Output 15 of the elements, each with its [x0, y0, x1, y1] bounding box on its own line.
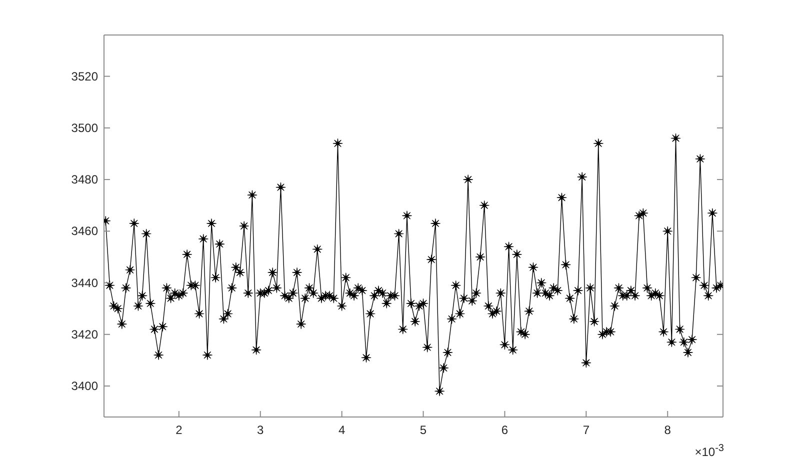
text: ×10$^{-3}$ [694, 442, 724, 459]
y-tick-label: 3520 [71, 69, 98, 84]
y-tick-label: 3500 [71, 120, 98, 135]
x-tick-label: 3 [257, 423, 264, 437]
y-tick-label: 3480 [71, 172, 98, 187]
x-tick-label: 5 [420, 423, 427, 437]
x-tick-label: 2 [176, 423, 183, 437]
x-tick-label: 4 [338, 423, 346, 437]
y-tick-label: 3420 [71, 327, 98, 342]
x-tick-label: 6 [501, 423, 508, 437]
x-tick-label: 7 [582, 423, 590, 437]
y-tick-label: 3400 [71, 379, 98, 394]
x-tick-label: 8 [664, 423, 672, 437]
y-tick-label: 3460 [71, 224, 98, 238]
y-tick-label: 3440 [71, 276, 98, 290]
